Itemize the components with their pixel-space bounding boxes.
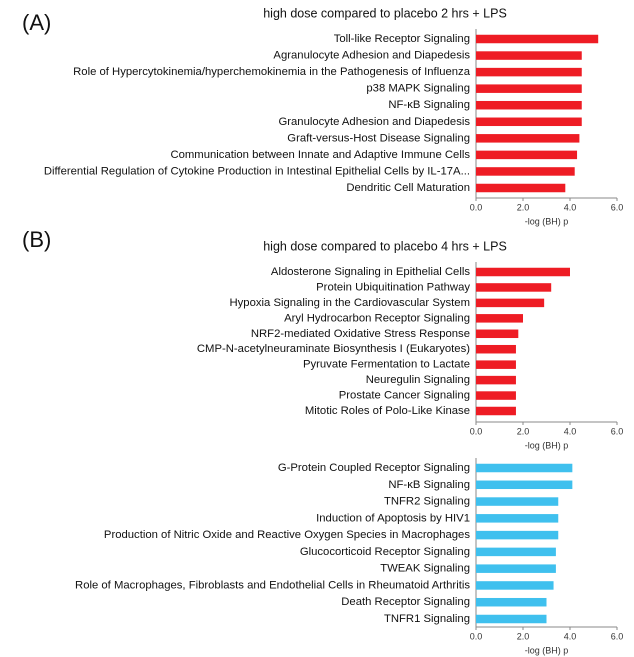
x-tick-label: 4.0: [564, 631, 577, 641]
category-label: TNFR2 Signaling: [384, 496, 470, 508]
x-tick-label: 4.0: [564, 202, 577, 212]
category-label: Neuregulin Signaling: [366, 374, 470, 386]
category-label: Aryl Hydrocarbon Receptor Signaling: [284, 312, 470, 324]
bar: [476, 497, 559, 506]
x-tick-label: 6.0: [611, 631, 624, 641]
bar: [476, 514, 559, 523]
x-tick-label: 0.0: [470, 426, 483, 436]
category-label: Communication between Innate and Adaptiv…: [170, 149, 470, 161]
bar: [476, 34, 599, 44]
bar: [476, 51, 582, 60]
x-tick-label: 2.0: [517, 426, 530, 436]
bar: [476, 480, 573, 490]
x-axis-label: -log (BH) p: [525, 440, 569, 450]
category-label: Prostate Cancer Signaling: [339, 390, 470, 402]
bar: [476, 391, 516, 400]
bar: [476, 84, 582, 93]
bar: [476, 283, 552, 292]
bar: [476, 597, 547, 607]
category-label: NF-κB Signaling: [388, 99, 470, 111]
bar: [476, 463, 573, 473]
panel-label: (A): [22, 10, 51, 35]
category-label: NF-κB Signaling: [388, 479, 470, 491]
category-label: Mitotic Roles of Polo-Like Kinase: [305, 405, 470, 417]
bar: [476, 614, 547, 624]
category-label: Production of Nitric Oxide and Reactive …: [104, 529, 470, 541]
category-label: Hypoxia Signaling in the Cardiovascular …: [230, 297, 471, 309]
category-label: Protein Ubiquitination Pathway: [316, 281, 470, 293]
bar: [476, 564, 556, 573]
chart-title: high dose compared to placebo 4 hrs + LP…: [263, 239, 507, 253]
bar: [476, 167, 575, 176]
x-tick-label: 0.0: [470, 202, 483, 212]
x-tick-label: 0.0: [470, 631, 483, 641]
category-label: Aldosterone Signaling in Epithelial Cell…: [271, 266, 470, 278]
bar: [476, 547, 556, 557]
bar: [476, 117, 582, 127]
bar: [476, 183, 566, 193]
category-label: Graft-versus-Host Disease Signaling: [287, 132, 470, 144]
category-label: G-Protein Coupled Receptor Signaling: [278, 462, 470, 474]
bar: [476, 314, 523, 323]
bar: [476, 344, 516, 354]
category-label: Agranulocyte Adhesion and Diapedesis: [273, 50, 470, 62]
x-tick-label: 2.0: [517, 202, 530, 212]
bar: [476, 150, 578, 160]
category-label: Toll-like Receptor Signaling: [334, 33, 470, 45]
bar: [476, 329, 519, 339]
category-label: TWEAK Signaling: [380, 563, 470, 575]
category-label: Differential Regulation of Cytokine Prod…: [44, 165, 470, 177]
panel-label: (B): [22, 227, 51, 252]
category-label: NRF2-mediated Oxidative Stress Response: [251, 328, 470, 340]
category-label: Dendritic Cell Maturation: [346, 182, 470, 194]
x-axis-label: -log (BH) p: [525, 216, 569, 226]
category-label: Death Receptor Signaling: [341, 596, 470, 608]
bar: [476, 406, 516, 416]
category-label: p38 MAPK Signaling: [366, 83, 470, 95]
bar: [476, 298, 545, 308]
x-tick-label: 4.0: [564, 426, 577, 436]
bar: [476, 530, 559, 540]
category-label: Induction of Apoptosis by HIV1: [316, 512, 470, 524]
bar: [476, 581, 554, 590]
bar: [476, 360, 516, 369]
category-label: Role of Hypercytokinemia/hyperchemokinem…: [73, 66, 471, 78]
category-label: TNFR1 Signaling: [384, 613, 470, 625]
category-label: Glucocorticoid Receptor Signaling: [300, 546, 470, 558]
bar: [476, 134, 580, 143]
chart-title: high dose compared to placebo 2 hrs + LP…: [263, 6, 507, 20]
category-label: Role of Macrophages, Fibroblasts and End…: [75, 579, 470, 591]
x-tick-label: 2.0: [517, 631, 530, 641]
bar: [476, 100, 582, 110]
x-tick-label: 6.0: [611, 426, 624, 436]
category-label: Pyruvate Fermentation to Lactate: [303, 359, 470, 371]
category-label: CMP-N-acetylneuraminate Biosynthesis I (…: [197, 343, 470, 355]
bar: [476, 67, 582, 77]
x-tick-label: 6.0: [611, 202, 624, 212]
category-label: Granulocyte Adhesion and Diapedesis: [278, 116, 470, 128]
bar: [476, 375, 516, 385]
bar: [476, 267, 570, 277]
x-axis-label: -log (BH) p: [525, 645, 569, 655]
